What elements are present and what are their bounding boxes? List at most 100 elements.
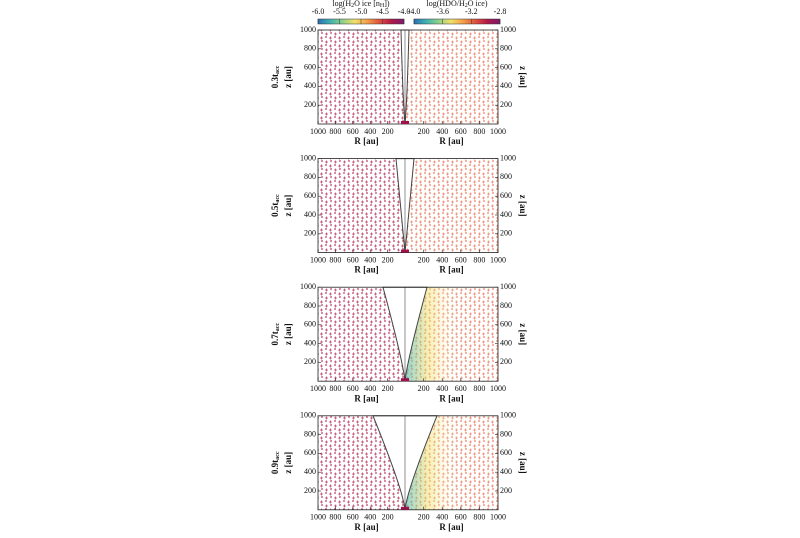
x-tick-label: 400 (364, 127, 376, 136)
row-label-main: 0.3t (270, 74, 280, 88)
colorbar-title: log(HDO/H2O ice) (427, 0, 488, 9)
y-tick-label: 600 (304, 191, 316, 200)
x-tick-label: 600 (347, 127, 359, 136)
y-tick-label: 1000 (300, 282, 316, 291)
title-part: H (380, 3, 385, 9)
x-tick-label: 1000 (490, 513, 506, 522)
y-tick-label: 1000 (500, 25, 516, 34)
y-tick-label: 200 (304, 486, 316, 495)
x-label: R [au] (439, 522, 463, 532)
x-tick-label: 600 (347, 255, 359, 264)
y-tick-label: 400 (304, 338, 316, 347)
origin (401, 121, 409, 124)
y-tick-label: 400 (304, 467, 316, 476)
x-label: R [au] (439, 136, 463, 146)
x-tick-label: 1000 (310, 513, 326, 522)
origin (401, 249, 409, 253)
x-tick-label: 400 (364, 255, 376, 264)
x-tick-label: 800 (473, 127, 485, 136)
y-tick-label: 800 (500, 44, 512, 53)
left-points (318, 158, 405, 253)
x-tick-label: 200 (418, 255, 430, 264)
x-tick-label: 400 (364, 384, 376, 393)
x-tick-label: 600 (455, 127, 467, 136)
x-tick-label: 1000 (310, 127, 326, 136)
x-tick-label: 200 (382, 255, 394, 264)
colorbar-tick-label: -2.8 (494, 7, 507, 16)
x-tick-label: 200 (382, 513, 394, 522)
colorbar-tick-label: -4.0 (398, 7, 411, 16)
right-points (405, 158, 498, 253)
y-tick-label: 600 (304, 62, 316, 71)
colorbar (413, 18, 501, 25)
y-tick-label: 800 (304, 172, 316, 181)
x-tick-label: 200 (418, 384, 430, 393)
title-part: O ice [n (354, 0, 380, 8)
x-label: R [au] (354, 393, 378, 403)
x-label: R [au] (354, 522, 378, 532)
y-tick-label: 1000 (500, 411, 516, 420)
row-label-sub: acc (275, 65, 281, 74)
y-label: z [au] (518, 66, 528, 88)
x-tick-label: 800 (473, 255, 485, 264)
x-tick-label: 400 (436, 127, 448, 136)
x-tick-label: 1000 (490, 127, 506, 136)
y-tick-label: 600 (500, 62, 512, 71)
left-points (318, 30, 405, 124)
y-tick-label: 400 (304, 210, 316, 219)
x-tick-label: 200 (418, 127, 430, 136)
y-label: z [au] (283, 323, 293, 345)
x-tick-label: 1000 (310, 384, 326, 393)
y-label: z [au] (518, 195, 528, 217)
y-tick-label: 200 (304, 229, 316, 238)
y-tick-label: 800 (304, 44, 316, 53)
y-tick-label: 800 (500, 172, 512, 181)
colorbar-tick-label: -3.2 (465, 7, 478, 16)
x-tick-label: 800 (329, 127, 341, 136)
y-tick-label: 200 (500, 486, 512, 495)
x-label: R [au] (354, 136, 378, 146)
y-label: z [au] (518, 323, 528, 345)
x-tick-label: 1000 (490, 255, 506, 264)
x-label: R [au] (439, 265, 463, 275)
title-part: 2 (351, 3, 354, 9)
row-label-main: 0.7t (270, 331, 280, 345)
title-part: ]) (384, 0, 390, 8)
y-tick-label: 200 (304, 100, 316, 109)
y-tick-label: 1000 (500, 282, 516, 291)
colorbar-tick-label: -6.0 (312, 7, 325, 16)
y-tick-label: 400 (500, 338, 512, 347)
y-label: z [au] (283, 452, 293, 474)
y-tick-label: 400 (500, 467, 512, 476)
y-tick-label: 800 (304, 301, 316, 310)
colorbar-title: log(H2O ice [nH]) (332, 0, 389, 9)
row-label-main: 0.9t (270, 460, 280, 474)
x-tick-label: 200 (418, 513, 430, 522)
y-tick-label: 600 (500, 320, 512, 329)
row-label: 0.5tacc (270, 194, 281, 217)
y-tick-label: 1000 (300, 153, 316, 162)
y-tick-label: 1000 (300, 25, 316, 34)
right-points (405, 30, 498, 124)
x-tick-label: 1000 (490, 384, 506, 393)
colorbar-tick-label: -5.5 (333, 7, 346, 16)
y-tick-label: 800 (500, 429, 512, 438)
x-tick-label: 800 (329, 384, 341, 393)
colorbar-tick-label: -5.0 (355, 7, 368, 16)
origin (401, 506, 409, 510)
x-tick-label: 600 (455, 384, 467, 393)
y-tick-label: 600 (304, 448, 316, 457)
row-label-sub: acc (275, 194, 281, 203)
row-label-main: 0.5t (270, 203, 280, 217)
y-label: z [au] (283, 66, 293, 88)
row-label-sub: acc (275, 323, 281, 332)
y-tick-label: 600 (304, 320, 316, 329)
x-tick-label: 600 (347, 513, 359, 522)
x-tick-label: 800 (329, 513, 341, 522)
title-part: 2 (465, 3, 468, 9)
row-label: 0.3tacc (270, 65, 281, 88)
x-tick-label: 800 (473, 513, 485, 522)
row-label-sub: acc (275, 451, 281, 460)
y-tick-label: 200 (500, 357, 512, 366)
